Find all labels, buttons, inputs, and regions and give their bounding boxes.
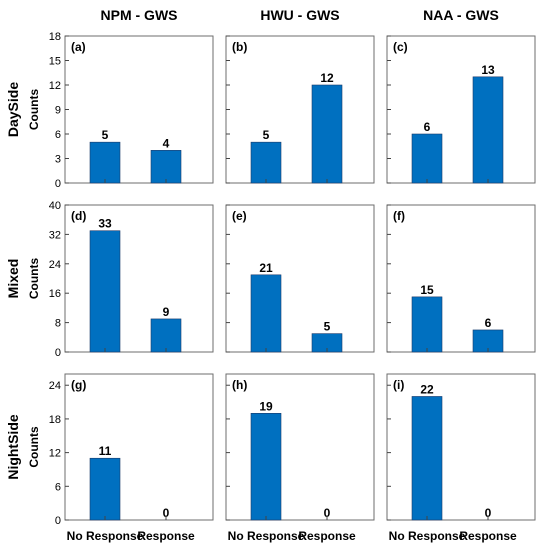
- panel-frame: [386, 204, 536, 353]
- y-tick-label: 0: [55, 515, 61, 527]
- bar-value-label: 5: [324, 320, 331, 334]
- y-axis-label: Counts: [27, 258, 41, 300]
- y-tick-label: 3: [55, 154, 61, 166]
- y-tick-label: 12: [49, 80, 61, 92]
- bar-value-label: 33: [98, 217, 112, 231]
- y-axis-label: Counts: [27, 89, 41, 131]
- row-title: Mixed: [5, 259, 21, 299]
- panel-frame: [64, 35, 214, 184]
- bar-value-label: 21: [259, 261, 273, 275]
- panel-label: (c): [393, 40, 408, 54]
- bar-value-label: 0: [163, 506, 170, 520]
- bar-value-label: 4: [163, 136, 170, 150]
- bar: [150, 150, 182, 184]
- y-tick-label: 6: [55, 481, 61, 493]
- bar: [250, 274, 282, 353]
- panel-label: (b): [232, 40, 247, 54]
- y-tick-label: 6: [55, 129, 61, 141]
- row-title: NightSide: [5, 414, 21, 480]
- panel-label: (i): [393, 378, 404, 392]
- x-tick-label: No Response: [389, 529, 466, 543]
- y-tick-label: 24: [49, 259, 61, 271]
- bar-value-label: 15: [420, 283, 434, 297]
- panel-frame: [225, 373, 375, 521]
- panel-frame: [64, 204, 214, 353]
- x-tick-label: Response: [137, 529, 195, 543]
- bar: [411, 296, 443, 353]
- column-title: HWU - GWS: [260, 7, 339, 23]
- panel-label: (d): [71, 209, 86, 223]
- bar: [250, 141, 282, 184]
- y-tick-label: 0: [55, 347, 61, 359]
- x-tick-label: No Response: [67, 529, 144, 543]
- panel-label: (f): [393, 209, 405, 223]
- y-tick-label: 18: [49, 31, 61, 43]
- row-title: DaySide: [5, 82, 21, 137]
- bar-value-label: 13: [481, 63, 495, 77]
- column-title: NPM - GWS: [101, 7, 178, 23]
- panel-label: (g): [71, 378, 86, 392]
- bar: [411, 133, 443, 184]
- bar: [89, 457, 121, 521]
- y-tick-label: 24: [49, 380, 61, 392]
- bar: [89, 230, 121, 353]
- y-tick-label: 9: [55, 105, 61, 117]
- y-tick-label: 16: [49, 288, 61, 300]
- y-tick-label: 12: [49, 448, 61, 460]
- panel-frame: [225, 204, 375, 353]
- bar: [150, 318, 182, 353]
- bar-value-label: 0: [324, 506, 331, 520]
- panel-label: (e): [232, 209, 247, 223]
- panel-frame: [386, 373, 536, 521]
- bar-value-label: 22: [420, 382, 434, 396]
- bar-value-label: 6: [424, 120, 431, 134]
- x-tick-label: No Response: [228, 529, 305, 543]
- y-tick-label: 8: [55, 318, 61, 330]
- bar-value-label: 6: [485, 316, 492, 330]
- bar: [89, 141, 121, 184]
- bar: [411, 396, 443, 521]
- bar-value-label: 11: [99, 444, 112, 458]
- bar: [311, 84, 343, 184]
- bar: [472, 76, 504, 184]
- bar-value-label: 12: [320, 71, 334, 85]
- y-axis-label: Counts: [27, 426, 41, 468]
- panel-label: (h): [232, 378, 247, 392]
- bar-value-label: 9: [163, 305, 170, 319]
- y-tick-label: 0: [55, 178, 61, 190]
- bar: [250, 413, 282, 521]
- y-tick-label: 40: [49, 200, 61, 212]
- bar-value-label: 5: [102, 128, 109, 142]
- panel-frame: [225, 35, 375, 184]
- x-tick-label: Response: [298, 529, 356, 543]
- y-tick-label: 32: [49, 229, 61, 241]
- x-tick-label: Response: [459, 529, 517, 543]
- bar-value-label: 0: [485, 506, 492, 520]
- panel-label: (a): [71, 40, 86, 54]
- panel-frame: [64, 373, 214, 521]
- bar-value-label: 5: [263, 128, 270, 142]
- y-tick-label: 18: [49, 414, 61, 426]
- y-tick-label: 15: [49, 56, 61, 68]
- panel-frame: [386, 35, 536, 184]
- bar-value-label: 19: [259, 399, 273, 413]
- column-title: NAA - GWS: [423, 7, 499, 23]
